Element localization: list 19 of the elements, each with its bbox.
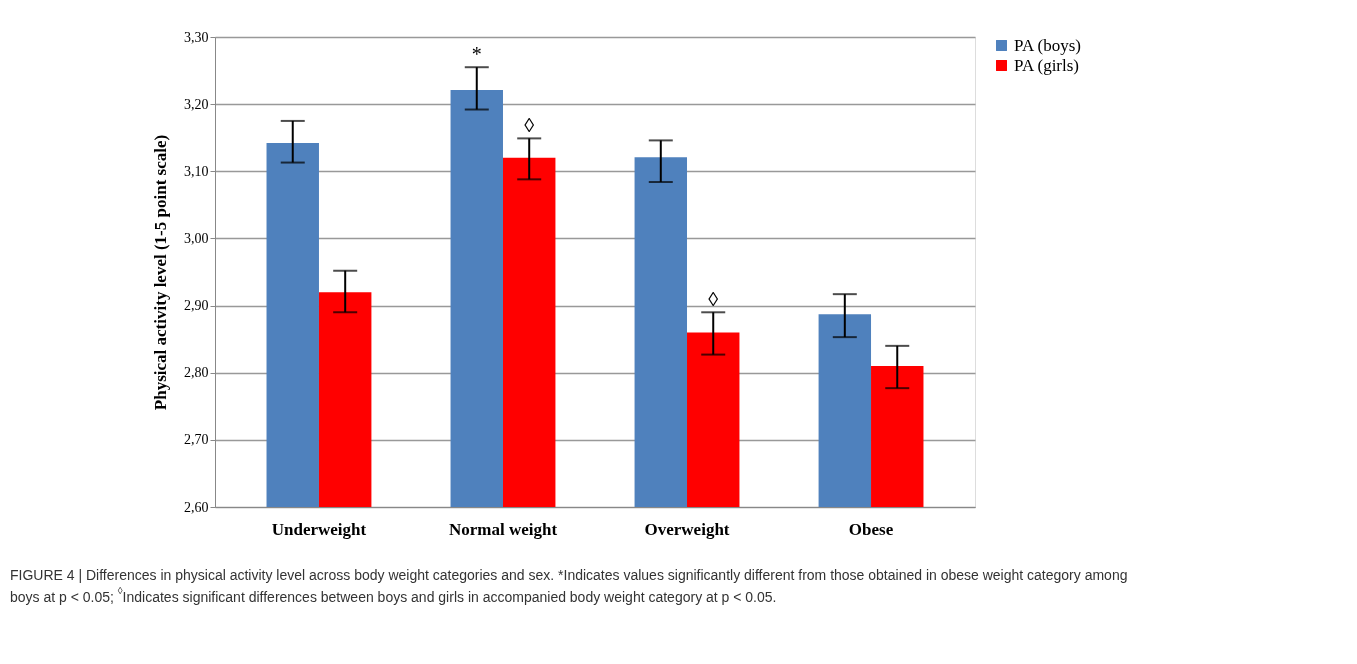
- y-tick-label: 3,30: [184, 29, 209, 45]
- y-tick-label: 3,00: [184, 230, 209, 246]
- annotation: ◊: [524, 114, 535, 137]
- annotation: ◊: [708, 288, 719, 311]
- y-axis-title: Physical activity level (1-5 point scale): [151, 134, 170, 411]
- x-tick-label: Obese: [848, 519, 894, 539]
- y-tick-label: 2,70: [184, 432, 209, 448]
- caption: FIGURE 4 | Differences in physical activity level across body weight categories and sex. *Indicates values significantly different from those obtained in obese weight category among boys at p < 0.05; ◊Indicates significant differences between boys and girls in accompanied body weight category at p < 0.05.: [10, 567, 1128, 605]
- x-tick-label: Normal weight: [448, 519, 558, 539]
- legend-label: PA (boys): [1014, 35, 1081, 55]
- y-tick-label: 2,60: [184, 499, 209, 515]
- y-tick-label: 3,10: [184, 163, 209, 179]
- y-tick-label: 2,90: [184, 298, 209, 314]
- y-tick-label: 2,80: [184, 365, 209, 381]
- y-tick-label: 3,20: [184, 96, 209, 112]
- annotation: *: [471, 43, 482, 66]
- legend-label: PA (girls): [1014, 55, 1080, 75]
- x-tick-label: Overweight: [644, 519, 730, 539]
- x-tick-label: Underweight: [271, 519, 367, 539]
